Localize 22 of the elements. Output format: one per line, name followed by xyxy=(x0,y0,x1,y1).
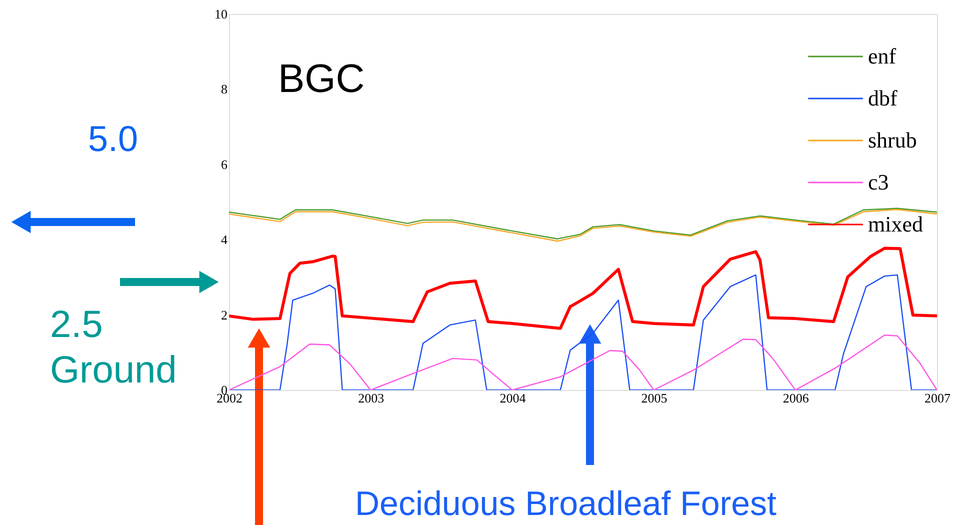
text: 5.0 xyxy=(88,118,138,159)
line-series xyxy=(229,274,937,390)
y-tick-label: 6 xyxy=(221,156,228,172)
annotation: BGC xyxy=(278,57,365,101)
x-tick-label: 2004 xyxy=(500,390,526,406)
legend-label: shrub xyxy=(868,128,917,152)
line-series xyxy=(229,246,937,330)
x-tick-label: 2007 xyxy=(924,390,951,406)
line-series xyxy=(229,334,937,390)
y-tick-label: 10 xyxy=(214,6,228,22)
y-tick-label: 8 xyxy=(221,82,228,97)
y-tick-label: 4 xyxy=(221,232,228,248)
text: 2.5 Ground xyxy=(50,304,177,392)
legend-label: dbf xyxy=(868,86,898,110)
text: Deciduous Broadleaf Forest xyxy=(355,485,777,523)
x-tick-label: 2005 xyxy=(641,390,668,406)
x-tick-label: 2003 xyxy=(358,390,384,406)
y-tick-label: 2 xyxy=(221,307,228,322)
x-tick-label: 2006 xyxy=(782,390,810,406)
legend-label: enf xyxy=(868,44,897,68)
legend-label: c3 xyxy=(868,170,889,194)
legend-label: mixed xyxy=(868,212,923,236)
